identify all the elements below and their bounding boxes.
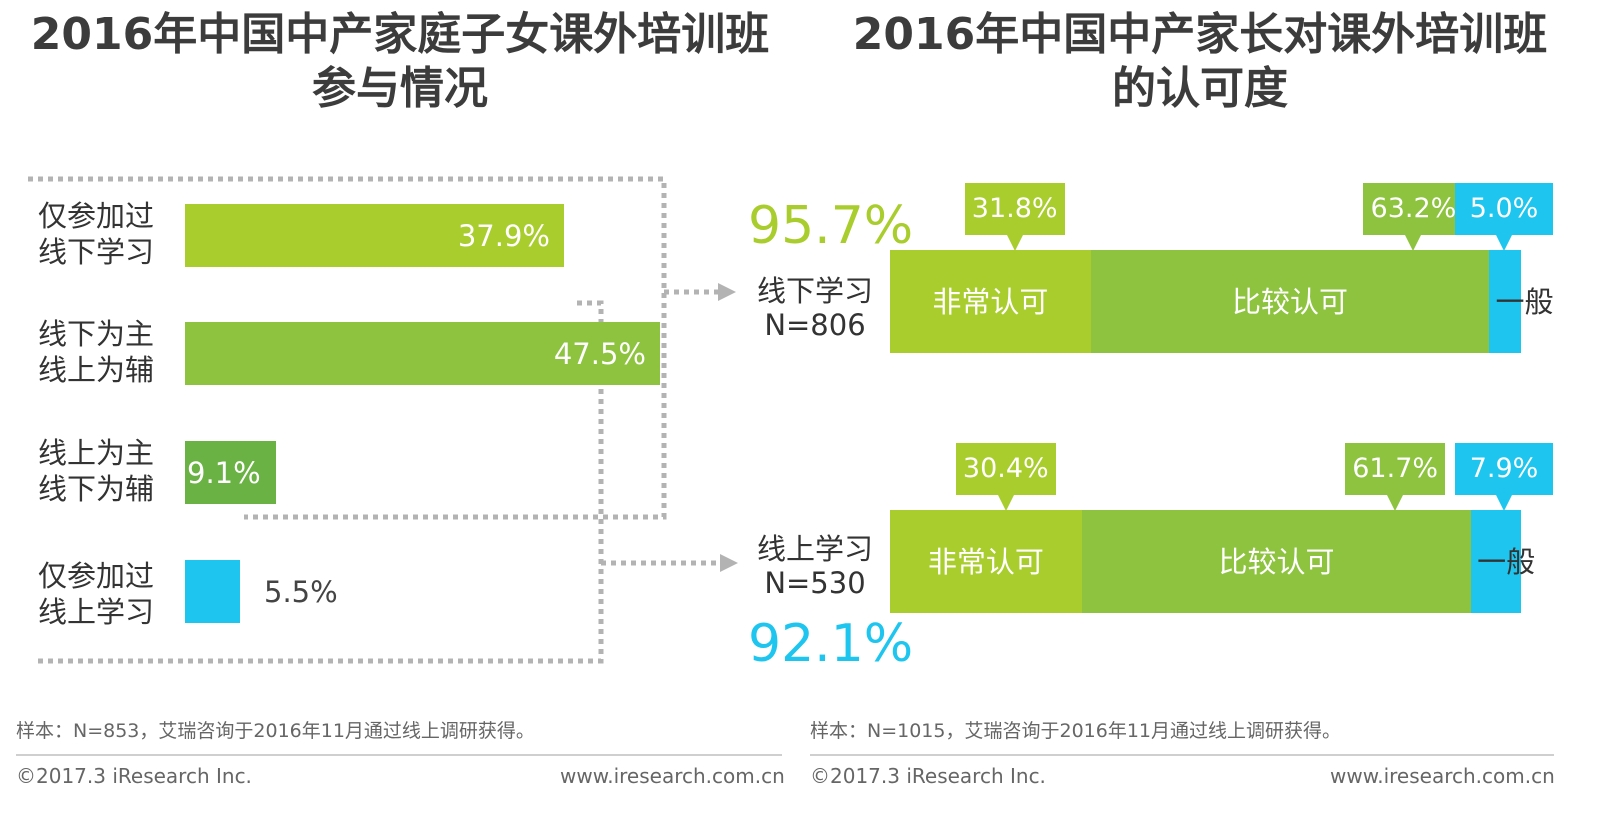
callout-pointer [1405,235,1422,251]
left-footnote: 样本：N=853，艾瑞咨询于2016年11月通过线上调研获得。 [16,720,535,742]
right-title-line-2: 的认可度 [1112,63,1288,114]
segment-name-label: 一般 [1477,544,1536,579]
row-label-line: 线下学习 [756,274,873,308]
segment-value-callout: 61.7% [1345,443,1446,495]
left-footer-divider [16,754,782,756]
category-label-line: 线下为辅 [38,472,155,506]
stacked-segment [1489,250,1521,353]
category-label: 仅参加过 线下学习 [38,198,178,270]
stacked-segment [890,510,1082,613]
arrow-online-icon [720,554,738,572]
callout-pointer [1496,495,1512,511]
category-label: 仅参加过 线上学习 [38,558,178,630]
bar-value-label: 47.5% [553,336,646,371]
category-label-line: 线下学习 [38,235,155,269]
segment-value-callout: 31.8% [964,183,1065,235]
category-label-line: 线下为主 [38,317,155,351]
bar-value-label: 37.9% [457,218,550,253]
segment-name-label: 一般 [1495,284,1554,319]
bar-value-label: 5.5% [264,574,338,609]
bar [185,560,240,623]
bar [185,204,564,267]
callout-pointer [1387,495,1404,511]
right-title-line-1: 2016年中国中产家长对课外培训班 [852,9,1548,60]
left-chart-title: 2016年中国中产家庭子女课外培训班 参与情况 [0,8,800,116]
arrow-offline-icon [718,283,736,301]
stacked-segment [1090,250,1490,353]
segment-name-label: 比较认可 [1218,544,1335,579]
category-label-line: 仅参加过 [38,199,155,233]
category-label-line: 仅参加过 [38,559,155,593]
right-website: www.iresearch.com.cn [1330,764,1555,788]
bar-value-label: 9.1% [187,455,261,490]
segment-value-callout: 30.4% [955,443,1056,495]
row-label-line: N=530 [764,566,866,600]
category-label: 线下为主 线上为辅 [38,316,178,388]
left-website: www.iresearch.com.cn [560,764,785,788]
category-label: 线上为主 线下为辅 [38,435,178,507]
left-copyright: ©2017.3 iResearch Inc. [16,764,252,788]
stacked-segment [890,250,1091,353]
left-title-line-2: 参与情况 [312,63,488,114]
stacked-segment [1471,510,1521,613]
left-title-line-1: 2016年中国中产家庭子女课外培训班 [30,9,770,60]
segment-name-label: 非常认可 [927,544,1044,579]
segment-value-callout: 5.0% [1455,183,1553,235]
bar [185,441,276,504]
row-label-line: 线上学习 [756,532,873,566]
callout-pointer [1496,235,1512,251]
category-label-line: 线上为主 [38,436,155,470]
category-label-line: 线上学习 [38,595,155,629]
row-label-line: N=806 [764,308,866,342]
total-approval-online: 92.1% [748,614,914,674]
segment-value-callout: 63.2% [1363,183,1464,235]
segment-value-callout: 7.9% [1455,443,1553,495]
segment-name-label: 非常认可 [932,284,1049,319]
bar [185,322,660,385]
right-copyright: ©2017.3 iResearch Inc. [810,764,1046,788]
right-footnote: 样本：N=1015，艾瑞咨询于2016年11月通过线上调研获得。 [810,720,1342,742]
segment-name-label: 比较认可 [1232,284,1349,319]
callout-pointer [1006,235,1023,251]
row-label-offline: 线下学习 N=806 [740,274,890,342]
stacked-segment [1081,510,1472,613]
category-label-line: 线上为辅 [38,353,155,387]
right-footer-divider [810,754,1554,756]
total-approval-offline: 95.7% [748,196,914,256]
callout-pointer [997,495,1014,511]
row-label-online: 线上学习 N=530 [740,532,890,600]
right-chart-title: 2016年中国中产家长对课外培训班 的认可度 [800,8,1600,116]
